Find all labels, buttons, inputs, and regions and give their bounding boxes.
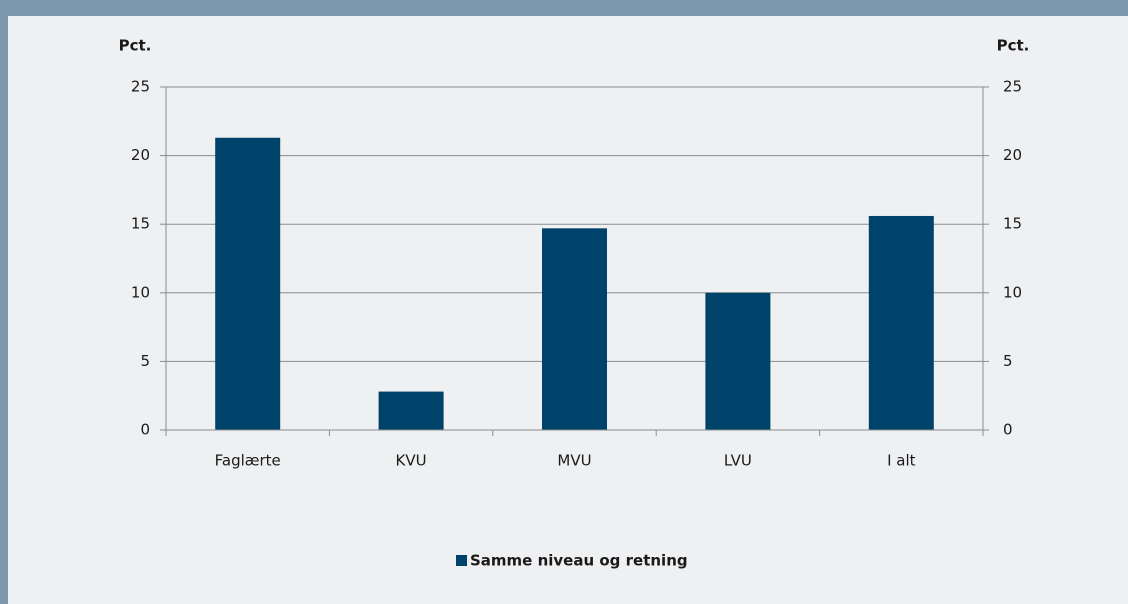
y-tick-label: 5 bbox=[140, 352, 150, 370]
legend-swatch bbox=[456, 555, 467, 566]
bar bbox=[215, 137, 281, 430]
y-tick-label: 0 bbox=[140, 421, 150, 439]
y2-axis-label: Pct. bbox=[997, 37, 1030, 55]
y-axis-label: Pct. bbox=[119, 37, 152, 55]
title-band bbox=[0, 0, 1128, 16]
y2-tick-label: 10 bbox=[1003, 283, 1022, 301]
y-tick-label: 10 bbox=[131, 283, 150, 301]
bar bbox=[705, 292, 771, 430]
x-tick-label: Faglærte bbox=[215, 452, 281, 470]
y-tick-label: 15 bbox=[131, 215, 150, 233]
y-tick-label: 20 bbox=[131, 146, 150, 164]
legend-label: Samme niveau og retning bbox=[470, 552, 688, 570]
y2-tick-label: 5 bbox=[1003, 352, 1013, 370]
bar bbox=[378, 391, 444, 430]
y2-tick-label: 25 bbox=[1003, 78, 1022, 96]
x-tick-label: I alt bbox=[887, 452, 916, 470]
y2-tick-label: 15 bbox=[1003, 215, 1022, 233]
x-tick-label: KVU bbox=[396, 452, 427, 470]
left-border bbox=[0, 0, 8, 604]
x-tick-label: LVU bbox=[724, 452, 752, 470]
bar bbox=[868, 215, 934, 430]
bar bbox=[542, 228, 607, 430]
y2-tick-label: 0 bbox=[1003, 421, 1013, 439]
y2-tick-label: 20 bbox=[1003, 146, 1022, 164]
y-tick-label: 25 bbox=[131, 78, 150, 96]
x-tick-label: MVU bbox=[557, 452, 591, 470]
